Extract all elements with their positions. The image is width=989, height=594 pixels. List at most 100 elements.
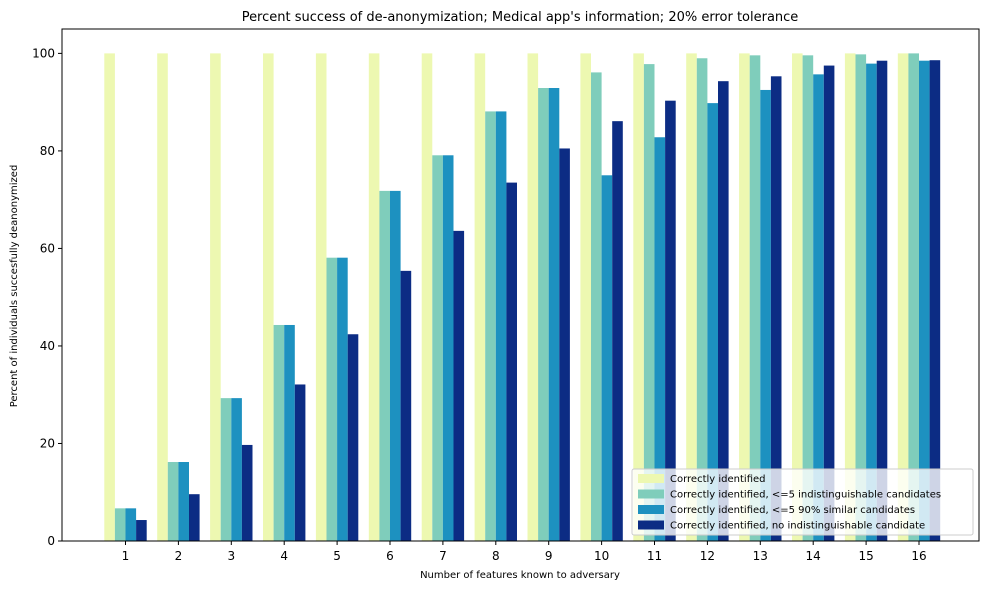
chart-title: Percent success of de-anonymization; Med…	[242, 10, 799, 25]
bar-s3-3	[231, 398, 242, 541]
y-tick-label: 20	[40, 436, 55, 450]
bars-layer	[104, 53, 941, 542]
bar-s4-1	[136, 520, 147, 541]
bar-s3-10	[601, 175, 613, 542]
legend-swatch-4	[638, 520, 664, 530]
x-tick-label: 13	[753, 549, 768, 563]
bar-s3-7	[442, 155, 454, 542]
bar-s1-8	[474, 53, 486, 541]
legend-label-4: Correctly identified, no indistinguishab…	[670, 521, 925, 532]
bar-s2-11	[643, 64, 655, 542]
plot-frame	[61, 28, 980, 542]
bar-s2-13	[749, 55, 761, 541]
bar-s1-12	[686, 53, 697, 541]
bar-s1-5	[315, 53, 327, 541]
bar-s3-16	[919, 60, 930, 541]
bar-s4-8	[506, 182, 517, 541]
y-tick-label: 0	[47, 534, 55, 548]
x-tick-label: 15	[858, 549, 873, 563]
bar-s1-16	[897, 53, 909, 541]
x-tick-label: 11	[647, 549, 662, 563]
x-tick-label: 16	[911, 549, 926, 563]
y-tick-label: 100	[32, 46, 55, 60]
legend-box	[631, 468, 974, 536]
bar-s3-12	[707, 103, 718, 542]
y-tick-label: 40	[40, 339, 55, 353]
x-tick-label: 8	[492, 549, 500, 563]
bar-s1-2	[157, 53, 168, 541]
bar-s4-14	[823, 65, 835, 541]
bar-s1-3	[210, 53, 221, 541]
bar-s2-3	[220, 398, 232, 541]
bar-s2-2	[167, 462, 179, 541]
bar-s3-15	[866, 63, 877, 542]
legend-label-2: Correctly identified, <=5 indistinguisha…	[670, 490, 941, 501]
bar-s1-14	[792, 53, 803, 541]
bar-s1-7	[421, 53, 433, 541]
x-tick-label: 1	[122, 549, 130, 563]
x-tick-label: 7	[439, 549, 447, 563]
y-axis-ticks: 0 20 40 60 80 100	[32, 46, 62, 548]
x-tick-label: 4	[280, 549, 288, 563]
bar-s4-3	[241, 444, 253, 541]
x-tick-label: 10	[594, 549, 609, 563]
bar-s3-14	[813, 74, 824, 541]
bar-s2-5	[326, 257, 338, 541]
bar-s2-8	[485, 111, 496, 541]
y-axis-label: Percent of individuals succesfully deano…	[9, 165, 20, 408]
bar-s1-9	[527, 53, 539, 541]
bar-s2-7	[432, 155, 443, 542]
bar-s4-5	[347, 334, 359, 541]
bar-s2-16	[908, 53, 919, 541]
legend-swatch-2	[638, 489, 664, 499]
bar-s3-5	[337, 257, 348, 541]
x-tick-label: 9	[545, 549, 553, 563]
bar-s2-1	[114, 508, 126, 541]
bar-s4-13	[770, 76, 782, 542]
bar-s4-4	[294, 384, 306, 541]
bar-s4-15	[876, 60, 888, 541]
x-tick-label: 14	[806, 549, 821, 563]
bar-s2-14	[802, 55, 814, 541]
x-tick-label: 3	[227, 549, 235, 563]
legend-swatch-1	[638, 474, 664, 483]
bar-s1-11	[633, 53, 644, 541]
x-tick-label: 2	[175, 549, 183, 563]
legend-swatch-3	[638, 505, 664, 514]
bar-s4-16	[929, 60, 941, 542]
x-tick-label: 6	[386, 549, 394, 563]
bar-s3-9	[548, 88, 560, 541]
bar-s4-6	[400, 270, 412, 541]
legend-label-3: Correctly identified, <=5 90% similar ca…	[670, 505, 915, 516]
x-tick-label: 12	[700, 549, 715, 563]
legend-label-1: Correctly identified	[670, 474, 766, 485]
bar-s1-15	[844, 53, 856, 541]
y-tick-label: 60	[40, 241, 55, 255]
bar-s3-13	[760, 89, 771, 541]
bar-s2-9	[538, 88, 549, 541]
bar-s4-9	[559, 148, 570, 541]
bar-s2-10	[591, 72, 602, 542]
bar-s4-7	[453, 230, 465, 541]
bar-s3-2	[178, 462, 189, 541]
x-tick-label: 5	[333, 549, 341, 563]
x-axis-ticks: 1 2 3 4 5 6 7 8 9 10 11 12 13 14 15 16	[122, 541, 927, 563]
bar-s1-4	[263, 53, 274, 541]
bar-s2-12	[696, 58, 708, 541]
bar-s3-8	[495, 111, 507, 541]
bar-s2-15	[855, 54, 867, 542]
bar-s1-6	[368, 53, 380, 541]
bar-s2-4	[273, 324, 285, 541]
legend: Correctly identified Correctly identified…	[631, 468, 974, 536]
bar-s2-6	[379, 190, 390, 541]
x-axis-label: Number of features known to adversary	[420, 570, 620, 581]
bar-s3-1	[125, 508, 137, 541]
bar-s4-10	[612, 121, 623, 541]
bar-s4-12	[718, 81, 729, 542]
bar-s1-10	[580, 53, 591, 541]
bar-s3-6	[390, 190, 401, 541]
y-tick-label: 80	[40, 144, 55, 158]
bar-s1-1	[104, 53, 115, 541]
